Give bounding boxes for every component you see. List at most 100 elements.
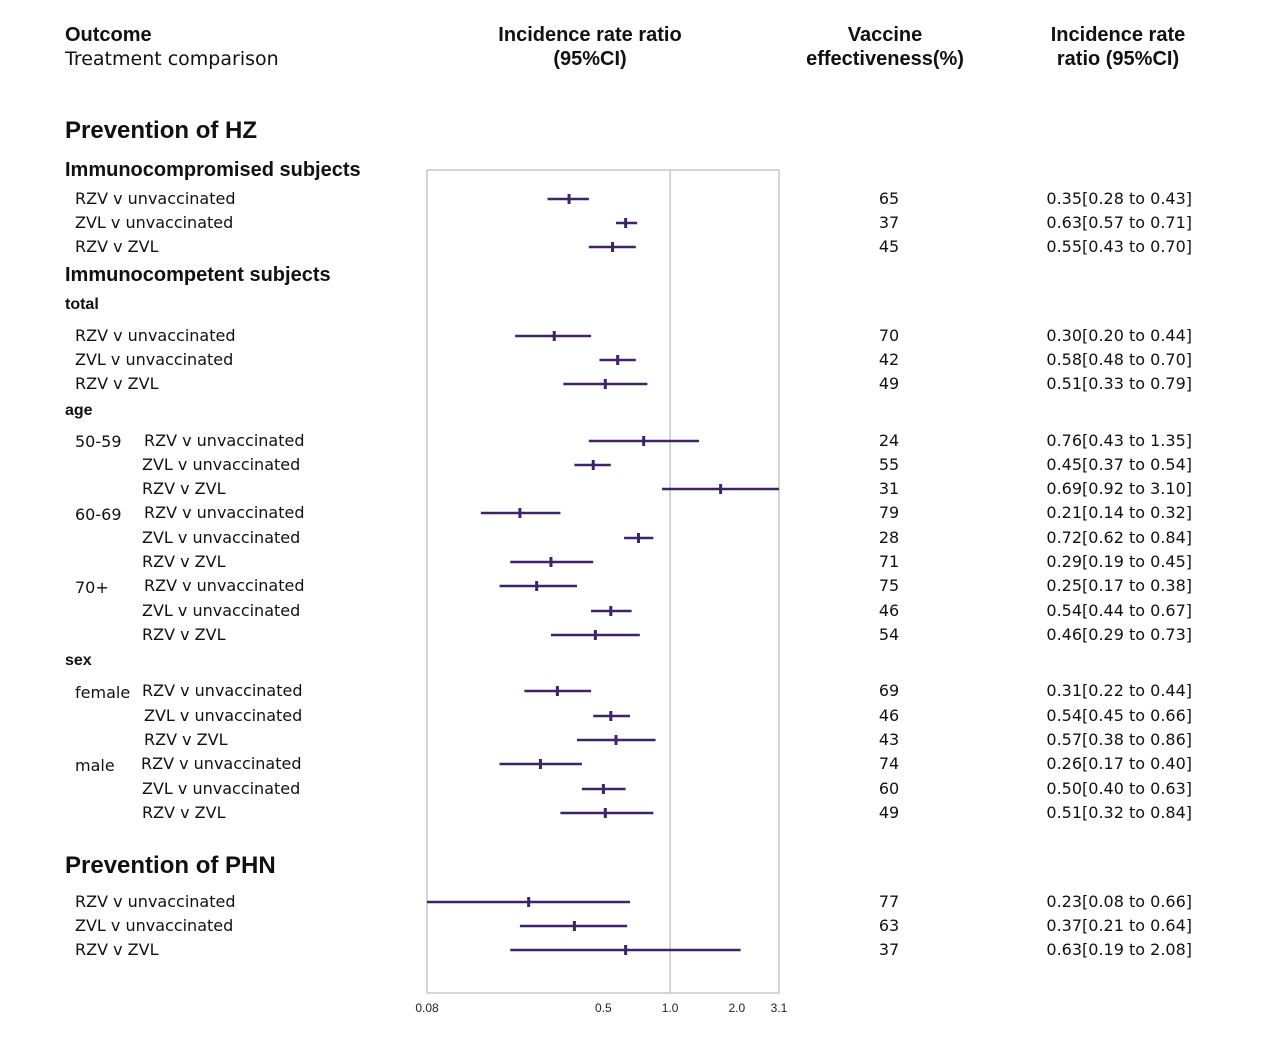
row-label: RZV v ZVL	[75, 940, 159, 959]
ci-marks	[427, 194, 779, 955]
axis-tick-label: 1.0	[662, 1001, 679, 1015]
group-label-total: total	[65, 296, 99, 313]
header-irr-line1: Incidence rate ratio	[498, 24, 682, 46]
incidence-rate-ratio-text: 0.35[0.28 to 0.43]	[1046, 189, 1192, 208]
row-label: RZV v unvaccinated	[144, 503, 305, 522]
row-label: RZV v unvaccinated	[144, 431, 305, 450]
subgroup-label-50-59: 50-59	[75, 432, 122, 451]
vaccine-effectiveness-value: 69	[878, 681, 900, 700]
axis-tick-label: 3.1	[771, 1001, 788, 1015]
section-title-hz: Prevention of HZ	[65, 117, 258, 144]
row-label: RZV v ZVL	[75, 374, 159, 393]
incidence-rate-ratio-text: 0.26[0.17 to 0.40]	[1046, 754, 1192, 773]
subgroup-label-70-plus: 70+	[75, 578, 109, 597]
subsection-immunocompetent: Immunocompetent subjects	[65, 264, 331, 286]
row-label: ZVL v unvaccinated	[144, 706, 303, 725]
header-outcome: Outcome	[65, 24, 152, 46]
vaccine-effectiveness-value: 37	[878, 940, 900, 959]
vaccine-effectiveness-value: 74	[878, 754, 900, 773]
row-label: RZV v ZVL	[144, 730, 228, 749]
incidence-rate-ratio-text: 0.55[0.43 to 0.70]	[1046, 237, 1192, 256]
header-irr-line2: (95%CI)	[553, 48, 627, 70]
incidence-rate-ratio-text: 0.37[0.21 to 0.64]	[1046, 916, 1192, 935]
plot-frame	[426, 169, 780, 994]
incidence-rate-ratio-text: 0.45[0.37 to 0.54]	[1046, 455, 1192, 474]
group-label-age: age	[65, 402, 93, 419]
vaccine-effectiveness-value: 46	[878, 706, 900, 725]
header-ve-line1: Vaccine	[847, 24, 923, 46]
axis-ticks: 0.08 0.5 1.0 2.0 3.1	[415, 1001, 787, 1015]
vaccine-effectiveness-value: 54	[878, 625, 900, 644]
incidence-rate-ratio-text: 0.50[0.40 to 0.63]	[1046, 779, 1192, 798]
row-label: ZVL v unvaccinated	[142, 528, 301, 547]
row-label: RZV v ZVL	[142, 479, 226, 498]
incidence-rate-ratio-text: 0.25[0.17 to 0.38]	[1046, 576, 1192, 595]
header-ve-line2: effectiveness(%)	[806, 48, 964, 70]
incidence-rate-ratio-text: 0.63[0.57 to 0.71]	[1046, 213, 1192, 232]
axis-tick-label: 0.5	[595, 1001, 612, 1015]
vaccine-effectiveness-value: 28	[878, 528, 900, 547]
vaccine-effectiveness-value: 49	[878, 374, 900, 393]
row-label: ZVL v unvaccinated	[142, 601, 301, 620]
row-label: RZV v unvaccinated	[75, 892, 236, 911]
incidence-rate-ratio-text: 0.23[0.08 to 0.66]	[1046, 892, 1192, 911]
incidence-rate-ratio-text: 0.51[0.33 to 0.79]	[1046, 374, 1192, 393]
row-label: RZV v unvaccinated	[141, 754, 302, 773]
vaccine-effectiveness-value: 79	[878, 503, 900, 522]
vaccine-effectiveness-value: 43	[878, 730, 900, 749]
incidence-rate-ratio-text: 0.51[0.32 to 0.84]	[1046, 803, 1192, 822]
subsection-immunocompromised: Immunocompromised subjects	[65, 159, 361, 181]
incidence-rate-ratio-text: 0.54[0.45 to 0.66]	[1046, 706, 1192, 725]
subgroup-label-60-69: 60-69	[75, 505, 122, 524]
incidence-rate-ratio-text: 0.57[0.38 to 0.86]	[1046, 730, 1192, 749]
vaccine-effectiveness-value: 75	[878, 576, 900, 595]
vaccine-effectiveness-value: 31	[878, 479, 900, 498]
row-label: RZV v ZVL	[142, 625, 226, 644]
incidence-rate-ratio-text: 0.31[0.22 to 0.44]	[1046, 681, 1192, 700]
row-label: ZVL v unvaccinated	[75, 916, 234, 935]
vaccine-effectiveness-value: 46	[878, 601, 900, 620]
incidence-rate-ratio-text: 0.54[0.44 to 0.67]	[1046, 601, 1192, 620]
row-label: ZVL v unvaccinated	[75, 213, 234, 232]
row-label: RZV v ZVL	[142, 803, 226, 822]
axis-tick-label: 2.0	[728, 1001, 745, 1015]
subgroup-label-female: female	[75, 683, 131, 702]
incidence-rate-ratio-text: 0.69[0.92 to 3.10]	[1046, 479, 1192, 498]
incidence-rate-ratio-text: 0.76[0.43 to 1.35]	[1046, 431, 1192, 450]
header-irr2-line1: Incidence rate	[1050, 24, 1186, 46]
incidence-rate-ratio-text: 0.30[0.20 to 0.44]	[1046, 326, 1192, 345]
vaccine-effectiveness-value: 71	[878, 552, 900, 571]
row-label: ZVL v unvaccinated	[142, 455, 301, 474]
header-treatment: Treatment comparison	[65, 48, 279, 70]
vaccine-effectiveness-value: 45	[878, 237, 900, 256]
vaccine-effectiveness-value: 77	[878, 892, 900, 911]
subgroup-label-male: male	[75, 756, 115, 775]
incidence-rate-ratio-text: 0.72[0.62 to 0.84]	[1046, 528, 1192, 547]
row-label: RZV v unvaccinated	[144, 576, 305, 595]
incidence-rate-ratio-text: 0.58[0.48 to 0.70]	[1046, 350, 1192, 369]
vaccine-effectiveness-value: 63	[878, 916, 900, 935]
axis-tick-label: 0.08	[415, 1001, 439, 1015]
row-label: ZVL v unvaccinated	[142, 779, 301, 798]
vaccine-effectiveness-value: 49	[878, 803, 900, 822]
section-title-phn: Prevention of PHN	[65, 852, 276, 879]
vaccine-effectiveness-value: 65	[878, 189, 900, 208]
vaccine-effectiveness-value: 55	[878, 455, 900, 474]
row-label: RZV v unvaccinated	[142, 681, 303, 700]
row-label: ZVL v unvaccinated	[75, 350, 234, 369]
vaccine-effectiveness-value: 60	[878, 779, 900, 798]
incidence-rate-ratio-text: 0.29[0.19 to 0.45]	[1046, 552, 1192, 571]
vaccine-effectiveness-value: 37	[878, 213, 900, 232]
group-label-sex: sex	[65, 652, 92, 669]
row-label: RZV v unvaccinated	[75, 189, 236, 208]
row-label: RZV v ZVL	[142, 552, 226, 571]
incidence-rate-ratio-text: 0.63[0.19 to 2.08]	[1046, 940, 1192, 959]
vaccine-effectiveness-value: 42	[878, 350, 900, 369]
vaccine-effectiveness-value: 70	[878, 326, 900, 345]
row-label: RZV v unvaccinated	[75, 326, 236, 345]
row-label: RZV v ZVL	[75, 237, 159, 256]
incidence-rate-ratio-text: 0.21[0.14 to 0.32]	[1046, 503, 1192, 522]
header-irr2-line2: ratio (95%CI)	[1056, 48, 1180, 70]
vaccine-effectiveness-value: 24	[878, 431, 900, 450]
